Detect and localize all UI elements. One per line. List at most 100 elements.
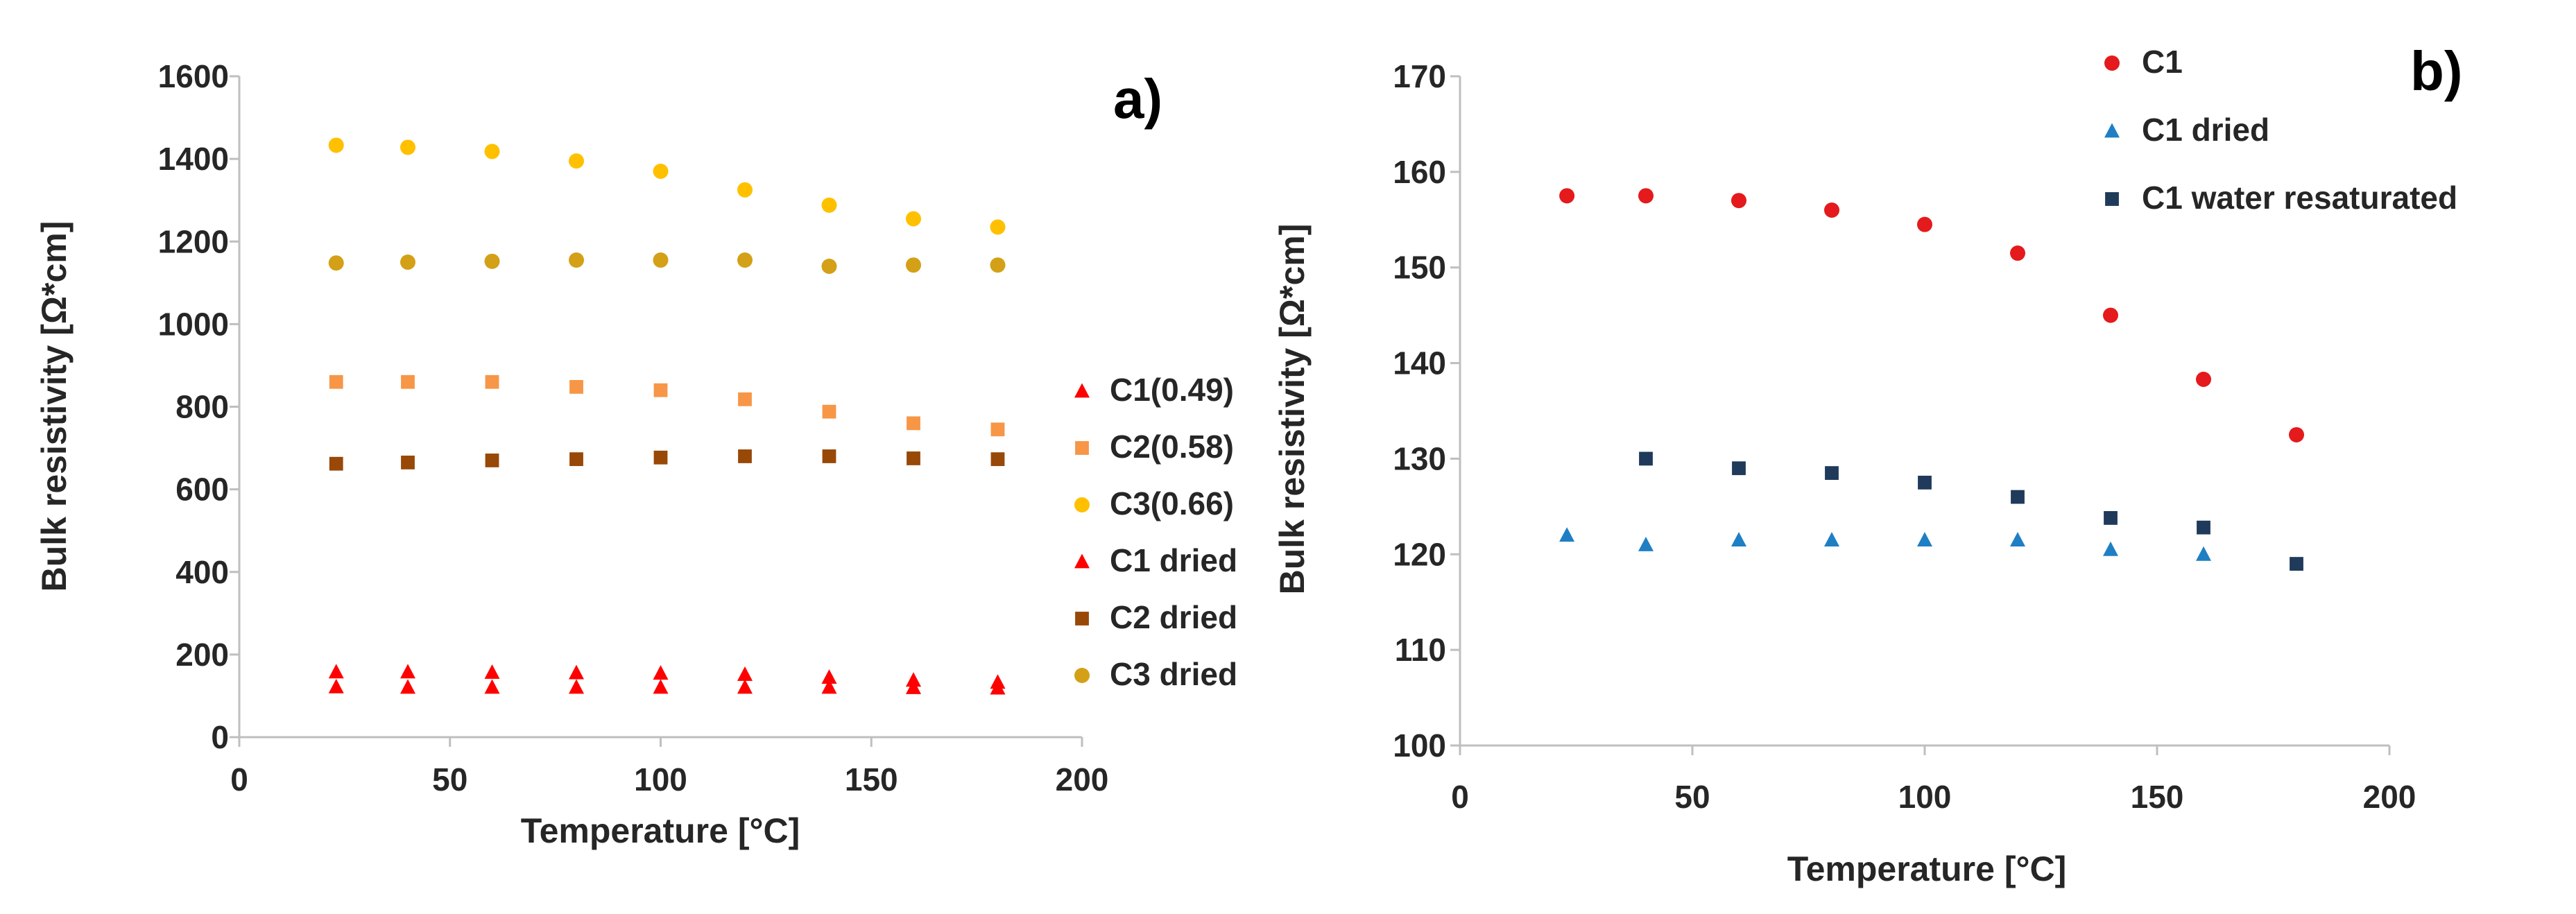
data-point bbox=[569, 252, 584, 268]
data-point bbox=[485, 454, 499, 467]
data-point bbox=[569, 452, 583, 467]
y-tick-label: 600 bbox=[175, 472, 229, 508]
data-point bbox=[1559, 527, 1575, 542]
data-point bbox=[569, 380, 583, 394]
data-point bbox=[329, 456, 343, 471]
data-point bbox=[569, 153, 584, 169]
panel-label: b) bbox=[2410, 40, 2463, 102]
data-point bbox=[2290, 557, 2303, 571]
y-tick-label: 100 bbox=[1393, 727, 1446, 764]
data-point bbox=[400, 139, 415, 155]
series-c3-0-66- bbox=[328, 137, 1006, 235]
x-axis-title: Temperature [°C] bbox=[521, 811, 800, 850]
legend-marker bbox=[2104, 55, 2120, 71]
data-point bbox=[906, 257, 921, 273]
y-tick-label: 1600 bbox=[158, 58, 229, 94]
data-point bbox=[737, 679, 753, 694]
series-c2-0-58- bbox=[329, 374, 1005, 437]
y-tick-label: 800 bbox=[175, 389, 229, 425]
legend-marker bbox=[1074, 383, 1090, 398]
chart-panel-a: 0 200 400 600 800 1000 1200 1400 1600 0 50 100 150 20… bbox=[35, 58, 1237, 850]
data-point bbox=[485, 374, 499, 389]
data-point bbox=[328, 678, 344, 693]
series-c1 bbox=[1559, 188, 2304, 442]
x-tick-label: 0 bbox=[230, 761, 248, 797]
x-tick-label: 100 bbox=[634, 761, 687, 797]
y-tick-label: 120 bbox=[1393, 536, 1446, 572]
legend-marker bbox=[1074, 668, 1090, 683]
y-tick-label: 160 bbox=[1393, 154, 1446, 190]
legend-label: C2 dried bbox=[1110, 599, 1237, 635]
y-tick-label: 1000 bbox=[158, 306, 229, 342]
x-tick-label: 0 bbox=[1451, 779, 1469, 815]
data-point bbox=[1639, 451, 1653, 466]
y-tick-label: 0 bbox=[211, 719, 229, 755]
data-point bbox=[484, 664, 500, 679]
y-tick-label: 140 bbox=[1393, 345, 1446, 381]
legend-label: C2(0.58) bbox=[1110, 429, 1234, 465]
data-point bbox=[1917, 216, 1932, 232]
data-point bbox=[1559, 188, 1575, 204]
legend-marker bbox=[1074, 497, 1090, 512]
data-point bbox=[484, 144, 500, 159]
data-point bbox=[907, 416, 920, 431]
legend-label: C1 dried bbox=[2142, 112, 2269, 148]
x-tick-label: 150 bbox=[2131, 779, 2184, 815]
data-point bbox=[906, 211, 921, 227]
data-point bbox=[328, 137, 344, 153]
series-c1-0-49- bbox=[328, 664, 1006, 689]
data-point bbox=[990, 680, 1006, 695]
data-point bbox=[2011, 490, 2025, 504]
data-point bbox=[821, 679, 837, 694]
data-point bbox=[737, 666, 753, 681]
data-point bbox=[1824, 532, 1839, 547]
data-point bbox=[2103, 541, 2118, 556]
data-point bbox=[907, 451, 920, 465]
x-tick-label: 50 bbox=[1674, 779, 1710, 815]
data-point bbox=[1825, 466, 1839, 481]
legend-label: C1 bbox=[2142, 44, 2183, 80]
legend-marker bbox=[2105, 192, 2119, 206]
data-point bbox=[1732, 461, 1746, 476]
series-c3-dried bbox=[328, 252, 1006, 274]
chart-panel-b: 100 110 120 130 140 150 160 170 0 50 100 150 200 Temp… bbox=[1273, 40, 2463, 888]
series-c1-water-resaturated bbox=[1639, 451, 2303, 571]
legend-marker bbox=[1074, 553, 1090, 569]
data-point bbox=[484, 253, 500, 269]
data-point bbox=[569, 664, 584, 680]
data-point bbox=[1638, 537, 1654, 551]
data-point bbox=[821, 197, 837, 213]
y-tick-label: 130 bbox=[1393, 440, 1446, 476]
data-point bbox=[906, 672, 921, 687]
data-point bbox=[822, 449, 836, 463]
y-tick-label: 1400 bbox=[158, 141, 229, 177]
x-tick-label: 200 bbox=[1056, 761, 1109, 797]
data-point bbox=[2197, 520, 2210, 535]
data-point bbox=[1731, 193, 1746, 209]
data-point bbox=[737, 182, 753, 198]
legend-label: C3(0.66) bbox=[1110, 485, 1234, 521]
data-point bbox=[400, 664, 415, 679]
legend-label: C1(0.49) bbox=[1110, 372, 1234, 408]
legend: C1 C1 dried C1 water resaturated bbox=[2104, 44, 2457, 216]
data-point bbox=[906, 680, 921, 694]
data-point bbox=[1731, 532, 1746, 547]
legend: C1(0.49) C2(0.58) C3(0.66) C1 dried C2 dried… bbox=[1074, 372, 1237, 692]
data-point bbox=[653, 450, 668, 465]
data-point bbox=[822, 404, 836, 419]
data-point bbox=[2103, 307, 2118, 323]
data-point bbox=[653, 383, 668, 397]
data-point bbox=[1638, 188, 1654, 204]
data-point bbox=[821, 669, 837, 684]
series-c2-dried bbox=[329, 449, 1005, 471]
data-point bbox=[2010, 532, 2025, 547]
legend-marker bbox=[1075, 612, 1089, 626]
data-point bbox=[990, 257, 1006, 273]
data-point bbox=[400, 255, 415, 270]
y-tick-label: 110 bbox=[1395, 632, 1446, 668]
data-point bbox=[653, 252, 669, 268]
legend-label: C3 dried bbox=[1110, 656, 1237, 692]
data-point bbox=[737, 252, 753, 268]
data-point bbox=[328, 255, 344, 271]
